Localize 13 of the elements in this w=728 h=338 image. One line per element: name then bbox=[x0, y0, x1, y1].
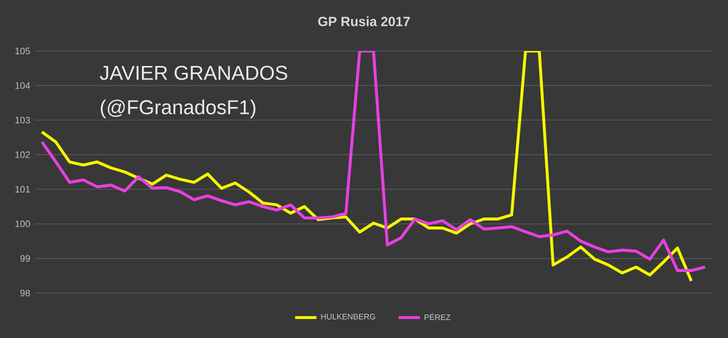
y-tick-label: 102 bbox=[15, 151, 30, 158]
annotation: (@FGranadosF1) bbox=[100, 100, 256, 118]
y-tick-label: 103 bbox=[15, 116, 30, 124]
y-tick-label: 100 bbox=[15, 220, 30, 228]
y-tick-label: 105 bbox=[15, 48, 30, 54]
y-tick-label: 101 bbox=[15, 186, 30, 193]
annotation: JAVIER GRANADOS bbox=[100, 66, 288, 80]
y-tick-label: 104 bbox=[15, 82, 30, 89]
legend-label: HULKENBERG bbox=[321, 314, 376, 320]
y-tick-label: 98 bbox=[20, 290, 30, 296]
y-tick-label: 99 bbox=[20, 255, 30, 262]
legend-label: PÉREZ bbox=[424, 313, 450, 320]
chart-title: GP Rusia 2017 bbox=[318, 16, 410, 26]
